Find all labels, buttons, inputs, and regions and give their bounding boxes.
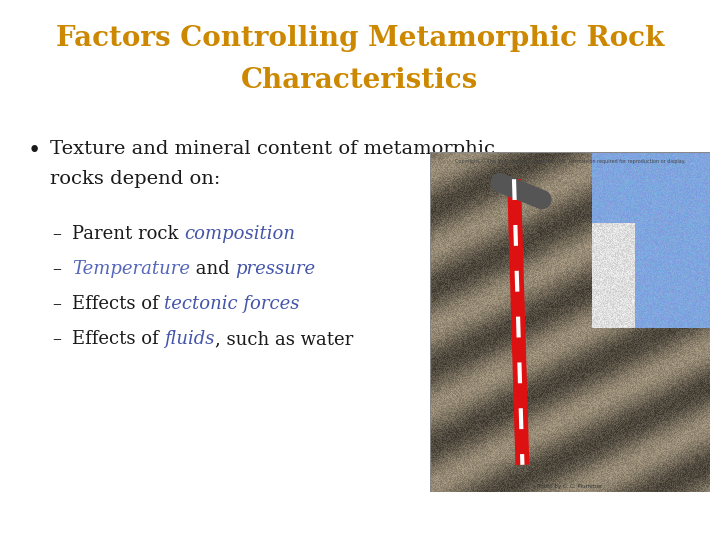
Text: Copyright © The McGraw-Hill Companies, Inc. Permission required for reproduction: Copyright © The McGraw-Hill Companies, I… <box>455 159 685 164</box>
Text: Photo by C. C. Plummer: Photo by C. C. Plummer <box>537 484 603 489</box>
Text: Effects of: Effects of <box>72 330 164 348</box>
Text: •: • <box>28 140 41 162</box>
Text: –: – <box>52 260 61 278</box>
Text: Temperature: Temperature <box>72 260 190 278</box>
Text: fluids: fluids <box>164 330 215 348</box>
Text: tectonic forces: tectonic forces <box>164 295 300 313</box>
Text: –: – <box>52 295 61 313</box>
Text: Factors Controlling Metamorphic Rock: Factors Controlling Metamorphic Rock <box>56 24 664 51</box>
Text: Characteristics: Characteristics <box>241 66 479 93</box>
Text: –: – <box>52 330 61 348</box>
Text: composition: composition <box>184 225 295 243</box>
Text: Effects of: Effects of <box>72 295 164 313</box>
Text: , such as water: , such as water <box>215 330 353 348</box>
Text: and: and <box>190 260 235 278</box>
Text: Parent rock: Parent rock <box>72 225 184 243</box>
Text: pressure: pressure <box>235 260 315 278</box>
Text: rocks depend on:: rocks depend on: <box>50 170 220 188</box>
Text: Texture and mineral content of metamorphic: Texture and mineral content of metamorph… <box>50 140 495 158</box>
Text: –: – <box>52 225 61 243</box>
